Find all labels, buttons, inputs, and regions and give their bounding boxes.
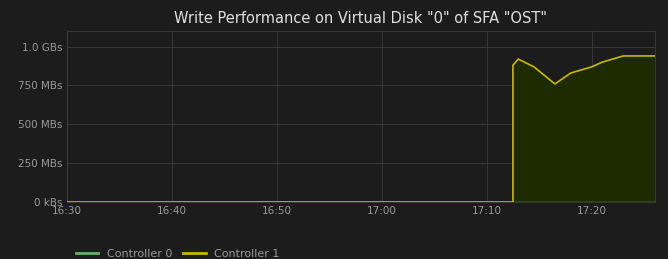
Legend: Controller 0, Controller 1: Controller 0, Controller 1 (72, 245, 283, 259)
Title: Write Performance on Virtual Disk "0" of SFA "OST": Write Performance on Virtual Disk "0" of… (174, 11, 547, 26)
